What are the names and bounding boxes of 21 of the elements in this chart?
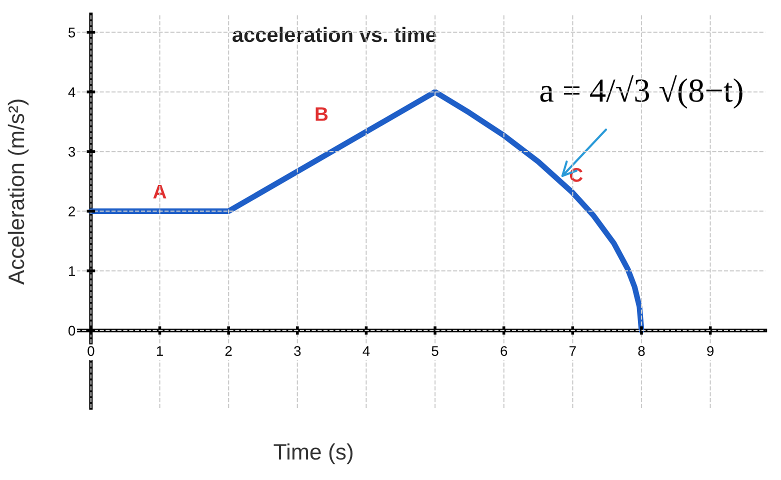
- x-tick-label: 1: [156, 346, 163, 356]
- x-tick-label: 8: [638, 346, 645, 356]
- x-tick-label: 5: [432, 346, 438, 356]
- x-tick-label: 6: [500, 346, 508, 356]
- annotation: B: [316, 107, 328, 121]
- x-tick-label: 2: [225, 346, 232, 356]
- y-tick-label: 2: [68, 206, 75, 216]
- x-tick-label: 0: [88, 346, 94, 356]
- x-tick-label: 4: [362, 346, 370, 356]
- annotation: A: [153, 184, 166, 198]
- y-tick-label: 5: [68, 28, 76, 38]
- annotation: a = 4/√3 √(8−t): [540, 75, 742, 109]
- y-axis-title: Acceleration (m/s²): [8, 100, 29, 285]
- x-tick-label: 7: [570, 346, 576, 356]
- x-tick-label: 9: [707, 346, 714, 356]
- y-tick-label: 4: [68, 87, 76, 97]
- y-tick-label: 3: [68, 146, 76, 157]
- x-tick-label: 3: [294, 346, 301, 356]
- y-tick-label: 0: [68, 326, 76, 336]
- y-tick-label: 1: [68, 266, 75, 276]
- x-axis-title: Time (s): [274, 443, 353, 464]
